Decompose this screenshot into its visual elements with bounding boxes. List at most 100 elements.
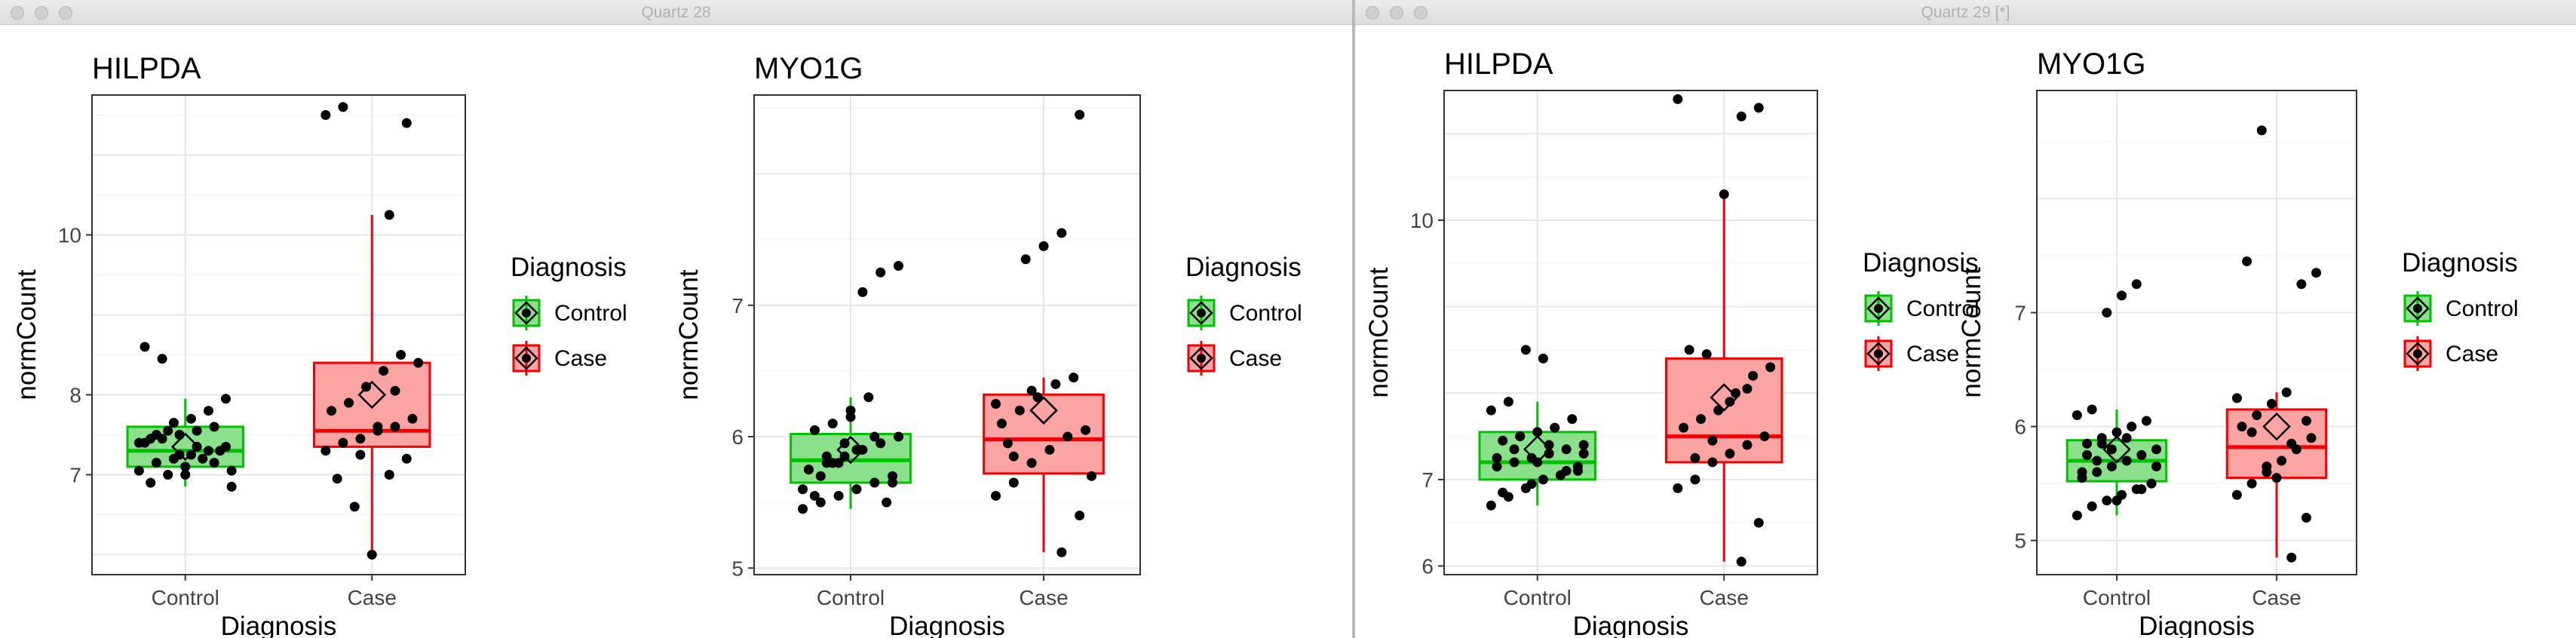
data-point-control [1544, 449, 1554, 459]
data-point-control [2136, 484, 2147, 495]
data-point-control [1561, 444, 1572, 455]
close-window-button[interactable] [1366, 6, 1379, 20]
data-point-case [2301, 512, 2311, 523]
data-point-control [2106, 444, 2117, 455]
data-point-case [1002, 438, 1013, 449]
data-point-case [2246, 478, 2257, 489]
box-case [313, 361, 431, 448]
data-point-control [876, 267, 886, 278]
panel-background [2037, 90, 2357, 575]
panel-background [92, 95, 465, 575]
boxplot-panel-hilpda: 7 8 10 Control Case HILPDA Diagnosis normCount D… [12, 52, 627, 638]
data-point-case [2242, 256, 2252, 267]
data-point-control [1503, 397, 1513, 407]
chart-title: MYO1G [2037, 48, 2145, 81]
data-point-case [413, 357, 424, 368]
data-point-case [1736, 111, 1746, 121]
data-point-control [1498, 435, 1508, 446]
data-point-case [991, 398, 1001, 409]
data-point-case [373, 422, 383, 432]
data-point-case [390, 385, 400, 396]
data-point-case [2252, 410, 2262, 421]
data-point-control [798, 504, 808, 514]
data-point-case [2266, 398, 2277, 409]
mean-diamond-control [1523, 435, 1552, 464]
data-point-case [1679, 422, 1689, 433]
legend-label-control: Control [2446, 296, 2519, 321]
data-point-control [2102, 308, 2112, 318]
legend-key-diamond [1866, 296, 1891, 321]
data-point-case [379, 366, 389, 376]
legend-key-diamond [2406, 296, 2430, 321]
mean-diamond-case [1029, 396, 1058, 425]
legend-title: Diagnosis [511, 253, 627, 282]
data-point-control [2131, 279, 2142, 290]
data-point-control [2121, 433, 2132, 443]
window-title: Quartz 29 [*] [1921, 4, 2010, 21]
data-point-case [1014, 405, 1025, 416]
x-tick-label: Case [348, 586, 397, 609]
data-point-case [1008, 477, 1019, 488]
data-point-control [1532, 427, 1543, 437]
data-point-case [1081, 425, 1091, 435]
window-titlebar[interactable]: Quartz 29 [*] [1355, 0, 2576, 25]
data-point-control [2102, 495, 2112, 506]
data-point-control [163, 470, 173, 480]
data-point-control [893, 261, 903, 271]
data-point-control [1578, 440, 1589, 450]
data-point-case [1719, 189, 1729, 200]
data-point-case [1753, 517, 1764, 528]
close-window-button[interactable] [11, 6, 24, 20]
chart-title: HILPDA [92, 52, 201, 85]
y-tick-label: 6 [731, 425, 744, 449]
data-point-case [2271, 473, 2282, 483]
data-point-case [1725, 449, 1735, 459]
legend-label-control: Control [1906, 296, 1980, 321]
data-point-control [1492, 452, 1502, 463]
legend-key-point [1874, 349, 1883, 358]
data-point-control [180, 462, 191, 472]
x-tick-label: Control [2083, 586, 2151, 609]
data-point-control [1538, 474, 1548, 485]
data-point-control [815, 471, 826, 481]
window-titlebar[interactable]: Quartz 28 [0, 0, 1352, 25]
zoom-window-button[interactable] [1414, 6, 1428, 20]
data-point-case [1701, 349, 1712, 360]
chart-title: MYO1G [754, 52, 863, 85]
minimize-window-button[interactable] [1390, 6, 1403, 20]
data-point-control [209, 422, 219, 432]
data-point-control [1492, 462, 1502, 472]
data-point-control [1550, 422, 1560, 433]
legend-key-diamond [514, 346, 538, 370]
data-point-case [366, 550, 377, 560]
data-point-case [2306, 433, 2317, 443]
x-axis-label: Diagnosis [221, 612, 337, 638]
data-point-control [163, 425, 173, 436]
data-point-case [1748, 370, 1759, 381]
data-point-control [209, 458, 219, 468]
y-tick-label: 5 [2014, 529, 2026, 553]
zoom-window-button[interactable] [59, 6, 72, 20]
legend-key-diamond [1189, 346, 1213, 370]
data-point-control [2092, 467, 2102, 477]
data-point-case [2286, 552, 2297, 563]
data-point-control [869, 431, 880, 442]
data-point-control [1509, 444, 1520, 455]
minimize-window-button[interactable] [35, 6, 48, 20]
legend-key-diamond [514, 301, 538, 325]
panel-border [1443, 90, 1818, 575]
data-point-case [1032, 392, 1043, 403]
data-point-control [893, 431, 903, 442]
y-tick-label: 7 [69, 464, 81, 487]
data-point-case [2277, 455, 2287, 466]
data-point-case [1742, 440, 1753, 450]
data-point-control [186, 413, 196, 424]
x-tick-label: Control [817, 586, 885, 609]
data-point-control [220, 394, 231, 404]
legend-key-point [2413, 304, 2422, 313]
y-tick-label: 6 [2014, 416, 2026, 439]
data-point-control [845, 412, 856, 422]
boxplot-panel-hilpda: 6 7 10 Control Case HILPDA Diagnosis normCount D… [1364, 48, 1980, 638]
mean-diamond-control [170, 432, 200, 462]
data-point-case [1056, 228, 1067, 238]
